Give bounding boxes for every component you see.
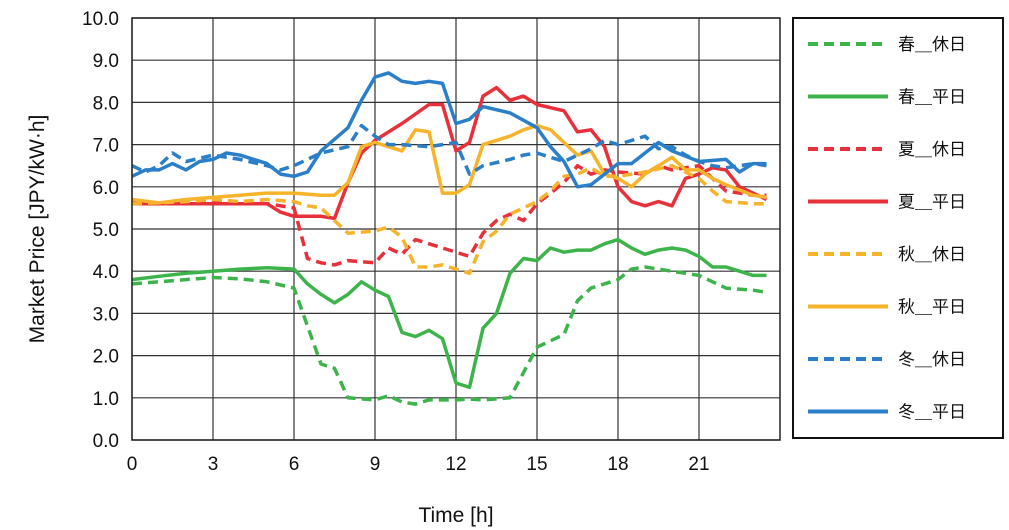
series-line-3 — [131, 163, 767, 267]
x-tick-label: 21 — [688, 454, 709, 475]
y-tick-label: 8.0 — [93, 93, 119, 114]
legend-label-6: 秋＿平日 — [898, 298, 966, 318]
legend: 春＿休日春＿平日夏＿休日夏＿平日秋＿休日秋＿平日冬＿休日冬＿平日 — [792, 17, 1004, 439]
y-tick-label: 2.0 — [93, 347, 119, 368]
y-tick-label: 3.0 — [93, 304, 119, 325]
series-lines — [131, 71, 768, 406]
legend-label-4: 夏＿平日 — [898, 193, 966, 213]
x-tick-label: 18 — [607, 454, 628, 475]
y-tick-label: 4.0 — [93, 262, 119, 283]
x-tick-label: 3 — [208, 454, 219, 475]
series-line-5 — [131, 163, 767, 276]
y-tick-label: 1.0 — [93, 389, 119, 410]
series-line-6 — [131, 123, 767, 205]
series-line-8 — [131, 71, 767, 189]
legend-label-1: 春＿休日 — [898, 35, 966, 55]
x-tick-label: 9 — [370, 454, 381, 475]
x-tick-label: 12 — [445, 454, 466, 475]
y-tick-label: 10.0 — [82, 9, 119, 30]
legend-label-3: 夏＿休日 — [898, 140, 966, 160]
plot-area-frame — [131, 17, 781, 441]
legend-label-2: 春＿平日 — [898, 88, 966, 108]
x-axis-ticks: 0 3 6 9 12 15 18 21 — [127, 454, 710, 475]
legend-label-7: 冬＿休日 — [898, 350, 966, 370]
y-tick-label: 0.0 — [93, 431, 119, 452]
series-line-4 — [132, 85, 768, 221]
grid — [131, 17, 780, 441]
legend-label-8: 冬＿平日 — [898, 403, 966, 423]
legend-label-5: 秋＿休日 — [898, 245, 966, 265]
x-tick-label: 15 — [526, 454, 547, 475]
y-tick-label: 7.0 — [93, 136, 119, 157]
x-tick-label: 0 — [127, 454, 138, 475]
x-tick-label: 6 — [289, 454, 300, 475]
legend-frame — [792, 17, 1004, 439]
y-tick-label: 5.0 — [93, 220, 119, 241]
series-line-7 — [131, 123, 767, 176]
series-line-1 — [131, 265, 767, 406]
series-line-2 — [131, 237, 767, 390]
y-tick-label: 6.0 — [93, 178, 119, 199]
x-axis-label: Time [h] — [418, 504, 493, 527]
y-axis-ticks: 0.0 1.0 2.0 3.0 4.0 5.0 6.0 7.0 8.0 9.0 10.0 — [82, 9, 119, 452]
y-axis-label: Market Price [JPY/kW·h] — [26, 115, 49, 344]
y-tick-label: 9.0 — [93, 51, 119, 72]
